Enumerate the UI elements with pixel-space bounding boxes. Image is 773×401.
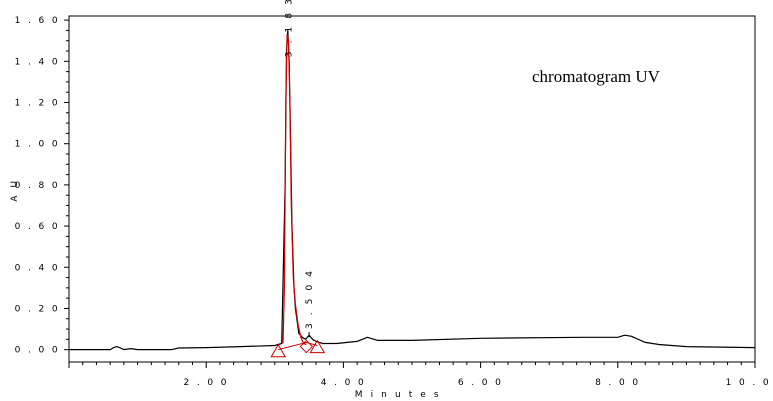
peak-retention-label: 3 . 5 0 4	[305, 268, 315, 329]
x-axis-label: M i n u t e s	[355, 390, 441, 400]
y-tick-label: 1 . 4 0	[15, 57, 60, 67]
y-tick-label: 0 . 2 0	[15, 304, 60, 314]
chart-annotation: chromatogram UV	[532, 67, 661, 86]
x-tick-label: 8 . 0 0	[595, 378, 640, 388]
x-tick-label: 1 0 . 0 0	[726, 378, 773, 388]
y-tick-label: 0 . 4 0	[15, 263, 60, 273]
x-axis: 2 . 0 0 4 . 0 0 6 . 0 0 8 . 0 0 1 0 . 0 0	[68, 362, 773, 388]
integration-baseline	[278, 341, 307, 351]
peak-labels: 3 . 1 8 3 3 . 5 0 4	[285, 0, 315, 338]
peak-split-marker	[299, 339, 314, 354]
peak-retention-label: 3 . 1 8 3	[285, 0, 295, 57]
y-tick-label: 0 . 0 0	[15, 346, 60, 356]
x-tick-label: 2 . 0 0	[183, 378, 228, 388]
y-axis-label: A U	[10, 178, 20, 201]
x-tick-label: 4 . 0 0	[321, 378, 366, 388]
y-tick-label: 1 . 0 0	[15, 140, 60, 150]
y-tick-label: 0 . 8 0	[15, 181, 60, 191]
baseline-markers	[270, 339, 326, 358]
y-tick-label: 0 . 6 0	[15, 222, 60, 232]
y-tick-label: 1 . 2 0	[15, 99, 60, 109]
series-layer	[69, 29, 756, 351]
peak-start-marker	[309, 339, 326, 354]
peak-start-marker	[270, 343, 287, 358]
x-tick-label: 6 . 0 0	[458, 378, 503, 388]
integrated-peak-line	[282, 33, 307, 346]
y-axis: 0 . 0 0 0 . 2 0 0 . 4 0 0 . 6 0 0 . 8 0 1 . 0…	[15, 16, 69, 356]
y-tick-label: 1 . 6 0	[15, 16, 60, 26]
